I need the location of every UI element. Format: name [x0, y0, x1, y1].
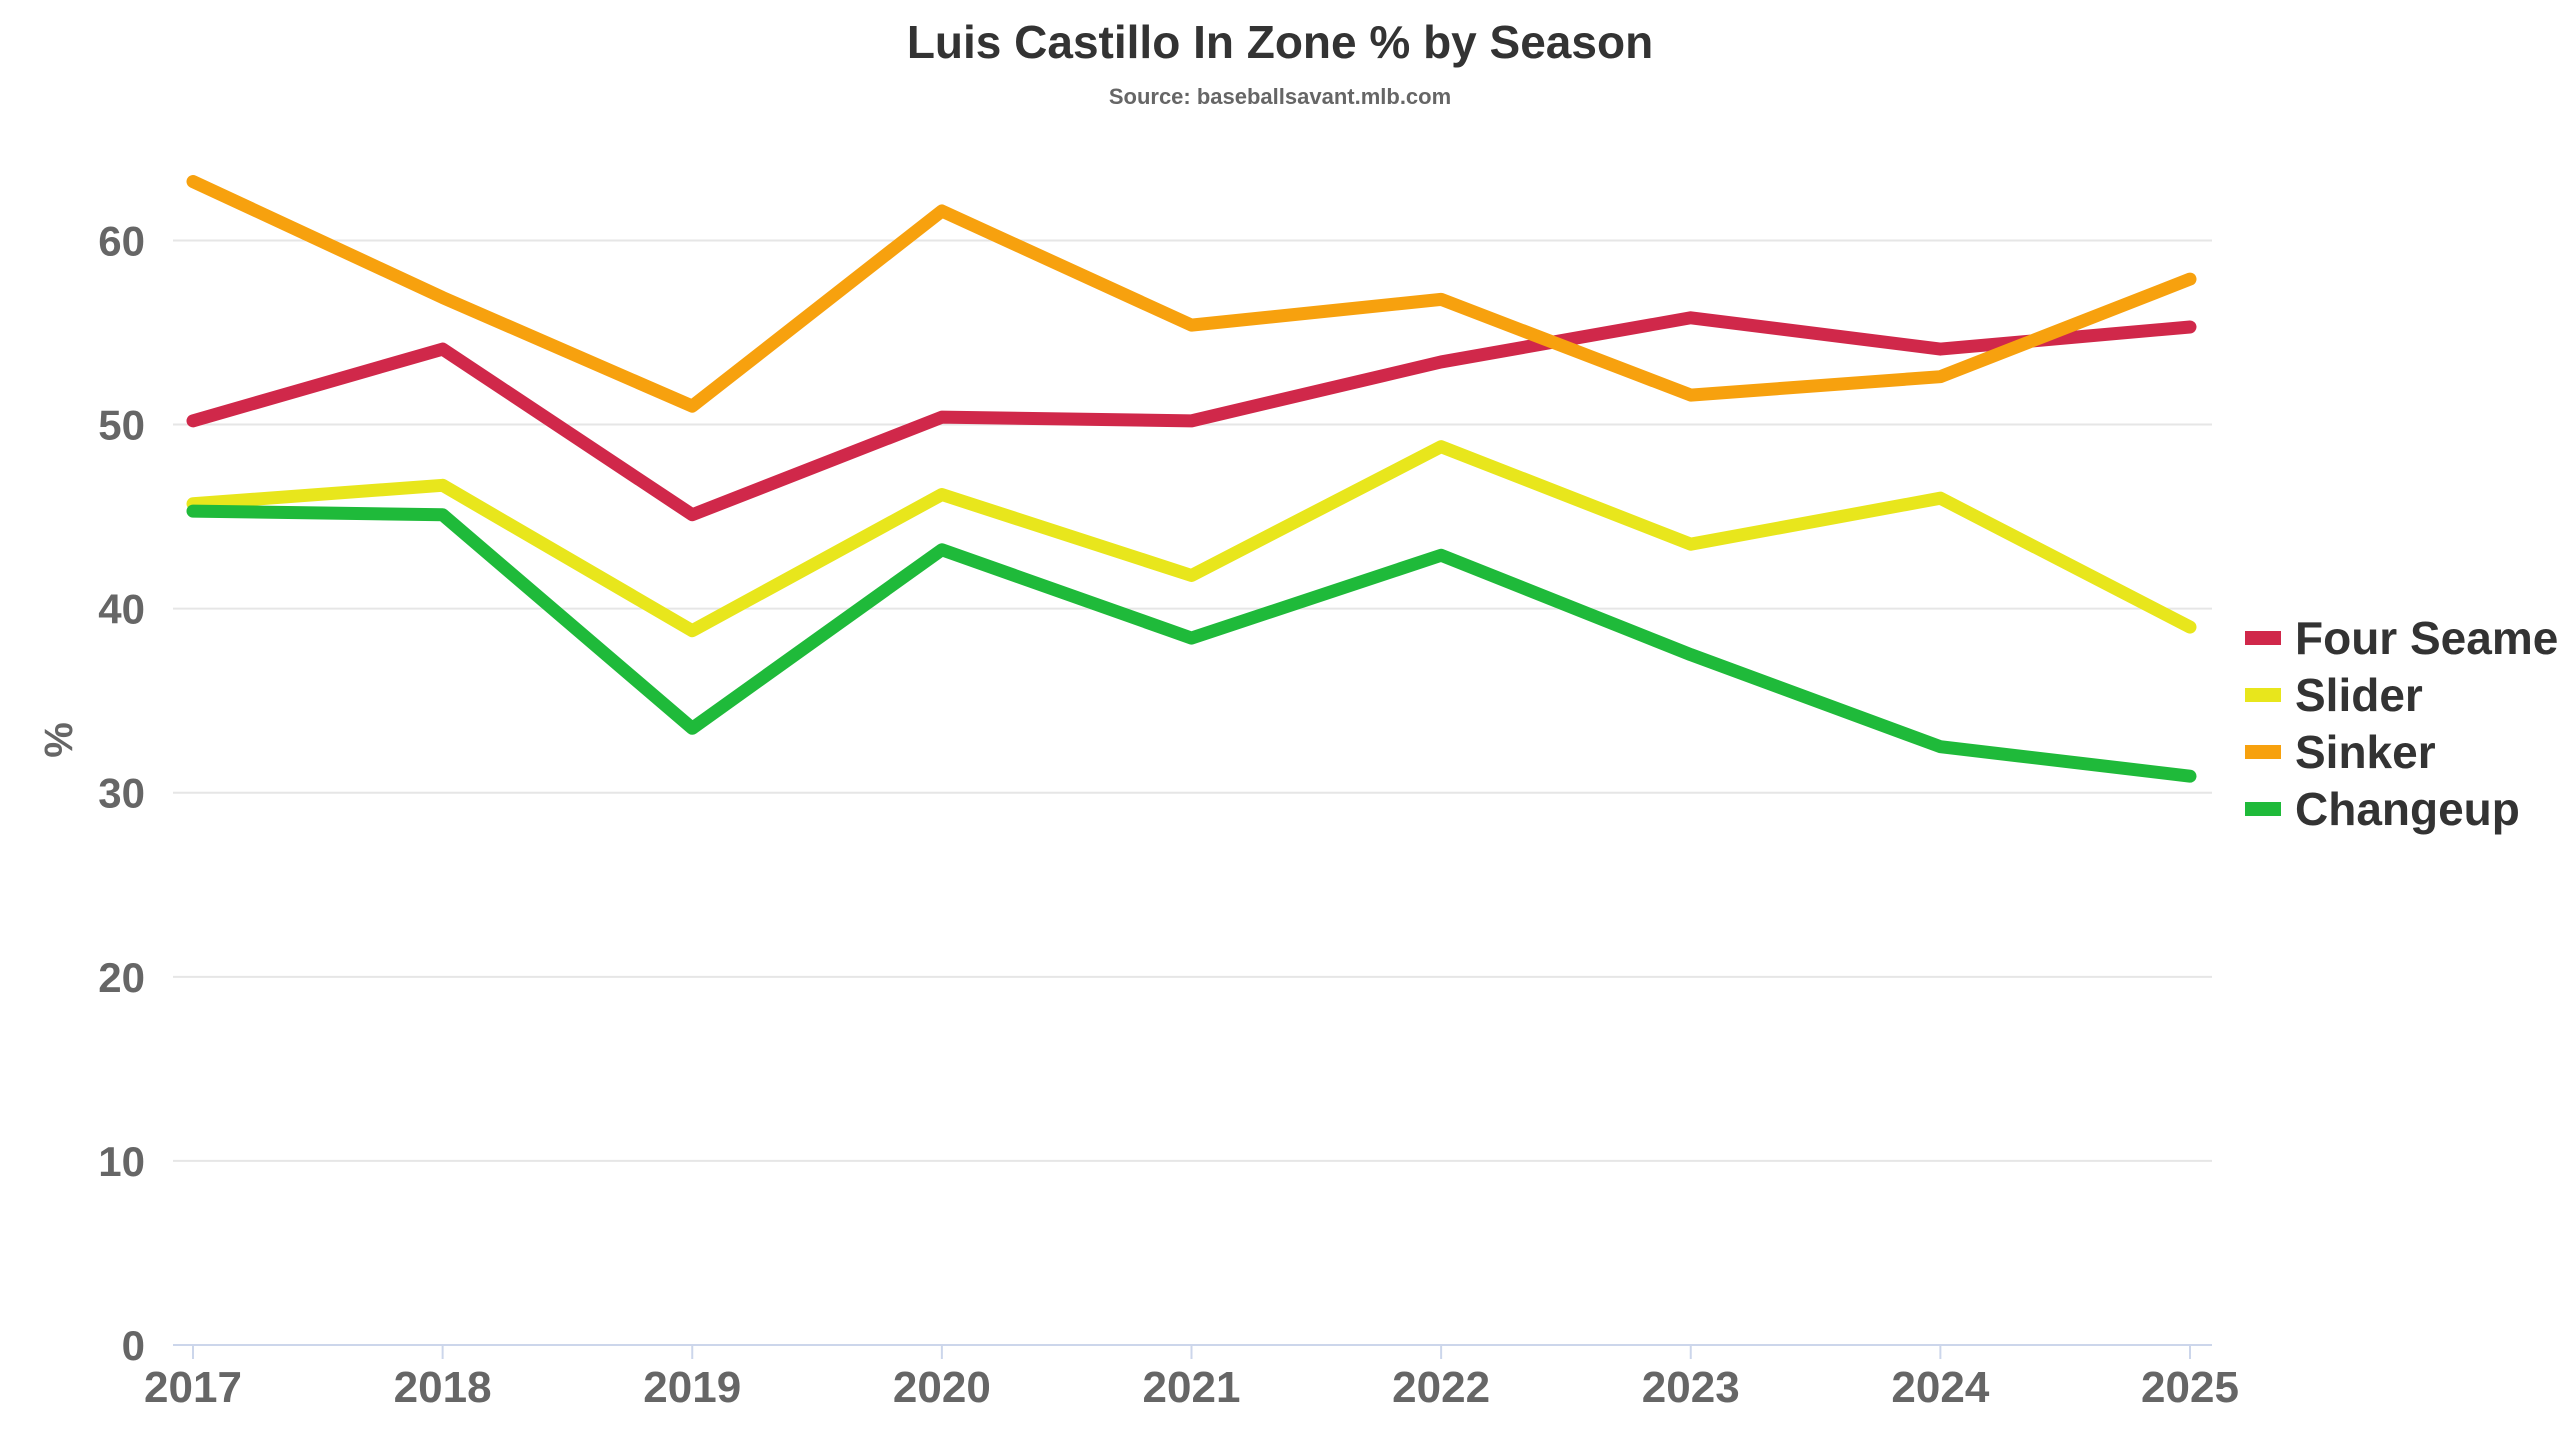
gridlines — [173, 239, 2212, 1346]
legend-label: Slider — [2295, 669, 2423, 721]
series-line-changeup — [186, 504, 2197, 783]
legend-label: Changeup — [2295, 783, 2520, 835]
x-tick-label: 2018 — [394, 1363, 492, 1412]
legend-swatch — [2245, 745, 2281, 759]
y-axis-ticks: 0 10 20 30 40 50 60 — [98, 217, 145, 1369]
x-axis-ticks: 2017 2018 2019 2020 2021 2022 2023 2024 2025 — [144, 1345, 2239, 1412]
legend-swatch — [2245, 802, 2281, 816]
y-tick-label: 10 — [98, 1138, 145, 1185]
series-line-four-seamer — [186, 311, 2197, 522]
y-tick-label: 30 — [98, 770, 145, 817]
y-tick-label: 60 — [98, 217, 145, 264]
series-line-slider — [186, 440, 2197, 638]
series-line-sinker — [186, 175, 2197, 413]
x-tick-label: 2022 — [1392, 1363, 1490, 1412]
x-tick-label: 2025 — [2141, 1363, 2239, 1412]
legend-label: Four Seamer — [2295, 612, 2560, 664]
legend-swatch — [2245, 631, 2281, 645]
y-tick-label: 0 — [122, 1322, 145, 1369]
x-tick-label: 2021 — [1143, 1363, 1241, 1412]
series-lines — [186, 175, 2197, 783]
chart-title: Luis Castillo In Zone % by Season — [907, 16, 1653, 68]
legend-label: Sinker — [2295, 726, 2436, 778]
x-tick-label: 2019 — [643, 1363, 741, 1412]
y-tick-label: 20 — [98, 954, 145, 1001]
x-tick-label: 2024 — [1891, 1363, 1989, 1412]
x-tick-label: 2017 — [144, 1363, 242, 1412]
x-tick-label: 2020 — [893, 1363, 991, 1412]
chart-subtitle: Source: baseballsavant.mlb.com — [1109, 84, 1451, 109]
x-tick-label: 2023 — [1642, 1363, 1740, 1412]
y-tick-label: 50 — [98, 402, 145, 449]
y-tick-label: 40 — [98, 586, 145, 633]
y-axis-label: % — [37, 722, 81, 758]
legend-swatch — [2245, 688, 2281, 702]
